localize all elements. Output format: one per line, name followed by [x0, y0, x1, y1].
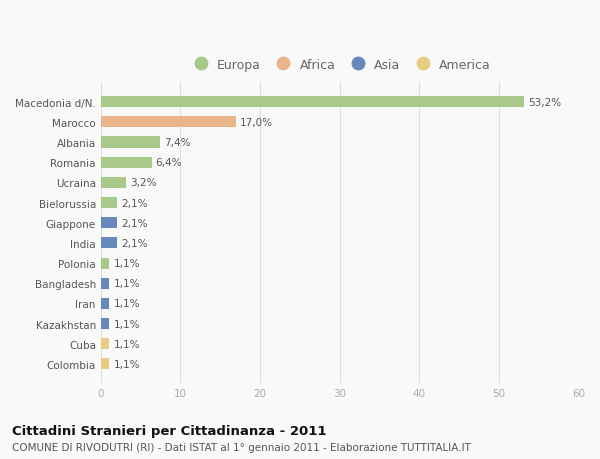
Text: 2,1%: 2,1% [121, 218, 148, 228]
Bar [101, 197, 118, 209]
Bar [101, 298, 109, 309]
Text: Cittadini Stranieri per Cittadinanza - 2011: Cittadini Stranieri per Cittadinanza - 2… [12, 425, 326, 437]
Text: 7,4%: 7,4% [164, 138, 190, 148]
Text: 3,2%: 3,2% [130, 178, 157, 188]
Text: 2,1%: 2,1% [121, 238, 148, 248]
Text: 1,1%: 1,1% [113, 258, 140, 269]
Bar [101, 117, 236, 128]
Text: 53,2%: 53,2% [528, 97, 562, 107]
Text: 1,1%: 1,1% [113, 359, 140, 369]
Bar [101, 157, 152, 168]
Bar [101, 218, 118, 229]
Text: 1,1%: 1,1% [113, 319, 140, 329]
Bar [101, 358, 109, 369]
Text: 1,1%: 1,1% [113, 279, 140, 289]
Bar [101, 238, 118, 249]
Bar [101, 97, 524, 108]
Text: 1,1%: 1,1% [113, 339, 140, 349]
Bar [101, 338, 109, 350]
Bar [101, 319, 109, 330]
Text: 17,0%: 17,0% [240, 118, 273, 128]
Legend: Europa, Africa, Asia, America: Europa, Africa, Asia, America [183, 54, 496, 77]
Text: 6,4%: 6,4% [155, 158, 182, 168]
Text: COMUNE DI RIVODUTRI (RI) - Dati ISTAT al 1° gennaio 2011 - Elaborazione TUTTITAL: COMUNE DI RIVODUTRI (RI) - Dati ISTAT al… [12, 442, 471, 452]
Bar [101, 258, 109, 269]
Bar [101, 278, 109, 289]
Bar [101, 137, 160, 148]
Bar [101, 178, 126, 189]
Text: 2,1%: 2,1% [121, 198, 148, 208]
Text: 1,1%: 1,1% [113, 299, 140, 309]
